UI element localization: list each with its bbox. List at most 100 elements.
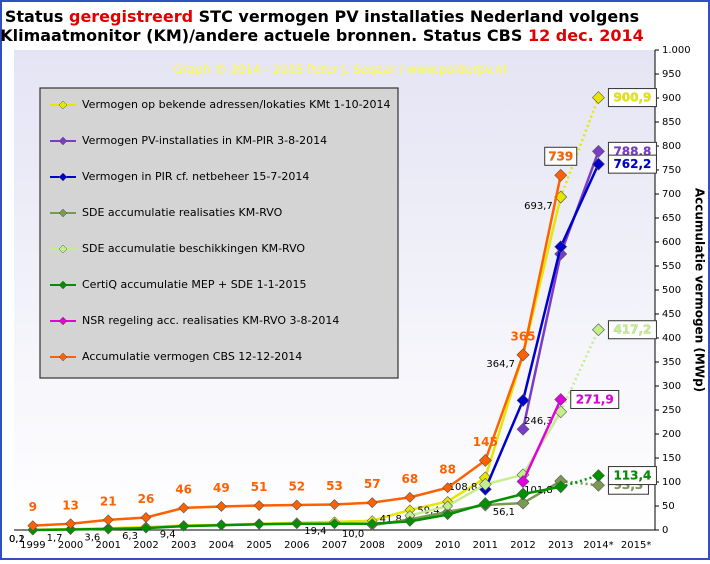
- value-label: 26: [138, 492, 155, 506]
- marker: [253, 518, 265, 530]
- value-label: 49: [213, 481, 230, 495]
- y-tick-label: 900: [662, 93, 681, 104]
- y-tick-label: 550: [662, 261, 681, 272]
- legend-label: NSR regeling acc. realisaties KM-RVO 3-8…: [82, 314, 339, 327]
- marker: [516, 487, 530, 501]
- x-tick-label: 2012: [510, 540, 535, 551]
- legend-marker: [58, 244, 68, 254]
- y-tick-label: 300: [662, 381, 681, 392]
- x-tick-label: 2003: [171, 540, 196, 551]
- y-axis-label: Accumulatie vermogen (MWp): [693, 188, 707, 392]
- value-label: 53: [326, 479, 343, 493]
- chart-title: Status geregistreerd STC vermogen PV ins…: [5, 7, 639, 26]
- marker: [592, 157, 605, 171]
- marker: [291, 499, 303, 511]
- legend-label: SDE accumulatie realisaties KM-RVO: [82, 206, 283, 219]
- y-tick-label: 250: [662, 405, 681, 416]
- series-line: [484, 163, 600, 490]
- value-label: 3,6: [84, 532, 100, 543]
- x-tick-label: 2000: [58, 540, 83, 551]
- legend-label: Vermogen op bekende adressen/lokaties KM…: [82, 98, 391, 111]
- value-label: 417,2: [613, 323, 651, 337]
- marker: [140, 512, 152, 523]
- title-part: STC vermogen PV installaties Nederland v…: [193, 7, 639, 26]
- marker: [65, 518, 76, 530]
- y-tick-label: 800: [662, 141, 681, 152]
- series-projection: [559, 329, 600, 413]
- marker: [178, 502, 190, 514]
- value-label: 9,4: [160, 529, 176, 540]
- y-tick-label: 700: [662, 189, 681, 200]
- value-label: 0,1: [9, 534, 25, 545]
- value-label-box: [607, 320, 657, 340]
- x-tick-label: 2014*: [583, 540, 613, 551]
- marker: [215, 501, 227, 512]
- marker: [592, 323, 605, 337]
- legend-marker: [58, 208, 68, 218]
- value-label: 762,2: [613, 157, 651, 171]
- title-part: Klimaatmonitor (KM)/andere actuele bronn…: [0, 26, 528, 45]
- marker: [478, 453, 492, 467]
- chart-title: Klimaatmonitor (KM)/andere actuele bronn…: [0, 26, 644, 45]
- marker: [478, 477, 492, 491]
- y-tick-label: 500: [662, 285, 681, 296]
- x-tick-label: 2002: [133, 540, 158, 551]
- title-part: Status: [5, 7, 69, 26]
- y-tick-label: 0: [662, 525, 668, 536]
- marker: [516, 393, 530, 407]
- series-projection: [560, 474, 599, 488]
- value-label-box: [607, 466, 657, 486]
- x-tick-label: 2008: [359, 540, 384, 551]
- value-label: 41,8: [380, 514, 402, 525]
- marker: [516, 475, 530, 488]
- y-tick-label: 600: [662, 237, 681, 248]
- value-label: 10,0: [342, 529, 364, 540]
- marker: [102, 514, 114, 526]
- x-tick-label: 2006: [284, 540, 309, 551]
- legend-label: Vermogen PV-installaties in KM-PIR 3-8-2…: [82, 134, 327, 147]
- series-line: [521, 398, 562, 483]
- legend-label: Vermogen in PIR cf. netbeheer 15-7-2014: [82, 170, 309, 183]
- legend-box: [39, 87, 399, 379]
- y-tick-label: 400: [662, 333, 681, 344]
- y-tick-label: 50: [662, 501, 675, 512]
- x-tick-label: 2011: [473, 540, 498, 551]
- x-tick-label: 2004: [209, 540, 234, 551]
- value-label-box: [607, 154, 657, 174]
- value-label: 693,7: [524, 201, 553, 212]
- x-tick-label: 2005: [246, 540, 271, 551]
- value-label: 21: [100, 494, 117, 508]
- legend-marker: [58, 316, 68, 326]
- marker: [65, 524, 76, 535]
- x-tick-label: 2013: [548, 540, 573, 551]
- marker: [442, 482, 454, 494]
- x-tick-label: 2010: [435, 540, 460, 551]
- value-label: 900,9: [613, 91, 651, 105]
- marker: [366, 497, 378, 509]
- marker: [478, 497, 492, 511]
- title-part: geregistreerd: [69, 7, 193, 26]
- y-tick-label: 950: [662, 69, 681, 80]
- series-projection: [560, 479, 599, 487]
- value-label: 6,3: [122, 531, 138, 542]
- marker: [554, 168, 568, 182]
- value-label-box: [570, 389, 620, 409]
- legend-marker: [58, 280, 68, 290]
- y-tick-label: 150: [662, 453, 681, 464]
- x-tick-label: 1999: [20, 540, 45, 551]
- y-tick-label: 1.000: [662, 45, 691, 56]
- value-label: 19,4: [304, 526, 326, 537]
- value-label: 365: [510, 329, 535, 343]
- marker: [102, 523, 114, 535]
- y-tick-label: 200: [662, 429, 681, 440]
- marker: [592, 91, 605, 104]
- legend-marker: [58, 136, 68, 146]
- value-label-box: [607, 88, 657, 108]
- value-label: 246,3: [524, 416, 553, 427]
- value-label: 13: [62, 498, 79, 512]
- marker: [516, 348, 530, 362]
- legend-label: CertiQ accumulatie MEP + SDE 1-1-2015: [82, 278, 307, 291]
- marker: [404, 491, 416, 503]
- marker: [27, 520, 39, 532]
- legend-label: SDE accumulatie beschikkingen KM-RVO: [82, 242, 305, 255]
